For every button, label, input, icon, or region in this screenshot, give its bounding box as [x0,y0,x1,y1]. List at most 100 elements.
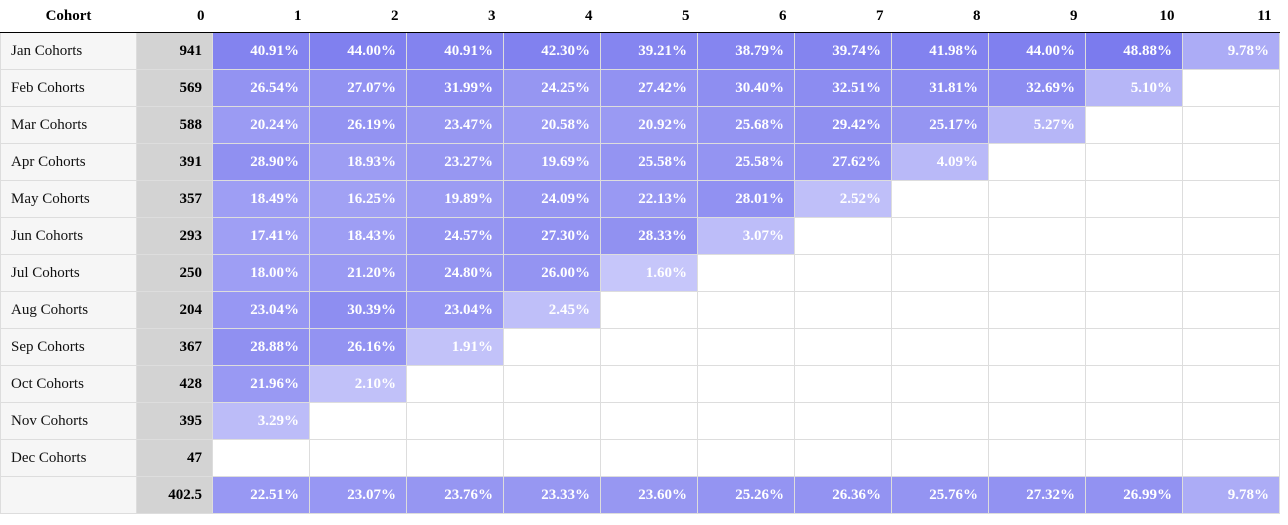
cohort-size: 250 [136,254,213,292]
empty-cell [1085,217,1183,255]
retention-cell: 27.32% [988,476,1086,514]
empty-cell [1182,106,1280,144]
retention-cell: 19.89% [406,180,504,218]
empty-cell [1182,291,1280,329]
cohort-row: May Cohorts 357 18.49% 16.25% 19.89% 24.09% 22… [0,180,1280,218]
header-period-0: 0 [136,0,213,33]
cohort-size: 293 [136,217,213,255]
empty-cell [503,328,601,366]
retention-cell: 2.52% [794,180,892,218]
header-period-9: 9 [988,0,1086,33]
empty-cell [1085,106,1183,144]
retention-cell: 31.81% [891,69,989,107]
empty-cell [988,254,1086,292]
header-period-6: 6 [697,0,795,33]
empty-cell [600,328,698,366]
empty-cell [1182,217,1280,255]
empty-cell [794,365,892,403]
header-period-2: 2 [309,0,407,33]
empty-cell [697,254,795,292]
retention-cell: 26.00% [503,254,601,292]
cohort-label: Apr Cohorts [0,143,137,181]
retention-cell: 23.07% [309,476,407,514]
cohort-label: May Cohorts [0,180,137,218]
retention-cell: 2.45% [503,291,601,329]
empty-cell [891,365,989,403]
empty-cell [697,402,795,440]
retention-cell: 39.21% [600,32,698,70]
empty-cell [1182,254,1280,292]
empty-cell [1085,402,1183,440]
retention-cell: 22.51% [212,476,310,514]
retention-cell: 26.99% [1085,476,1183,514]
empty-cell [1182,180,1280,218]
empty-cell [1085,365,1183,403]
retention-cell: 19.69% [503,143,601,181]
retention-cell: 31.99% [406,69,504,107]
retention-cell: 1.60% [600,254,698,292]
header-period-10: 10 [1085,0,1183,33]
retention-cell: 30.40% [697,69,795,107]
retention-cell: 28.88% [212,328,310,366]
retention-cell: 25.58% [600,143,698,181]
retention-cell: 26.36% [794,476,892,514]
retention-cell: 25.68% [697,106,795,144]
cohort-row: Feb Cohorts 569 26.54% 27.07% 31.99% 24.25% 27… [0,69,1280,107]
cohort-label: Oct Cohorts [0,365,137,403]
cohort-size: 402.5 [136,476,213,514]
empty-cell [600,439,698,477]
empty-cell [891,180,989,218]
retention-cell: 4.09% [891,143,989,181]
retention-cell: 18.93% [309,143,407,181]
cohort-row: Jan Cohorts 941 40.91% 44.00% 40.91% 42.30% 39… [0,32,1280,70]
cohort-size: 204 [136,291,213,329]
cohort-label: Jan Cohorts [0,32,137,70]
cohort-label [0,476,137,514]
empty-cell [891,291,989,329]
retention-cell: 17.41% [212,217,310,255]
cohort-label: Nov Cohorts [0,402,137,440]
retention-cell: 41.98% [891,32,989,70]
retention-cell: 26.16% [309,328,407,366]
empty-cell [1182,328,1280,366]
empty-cell [794,217,892,255]
empty-cell [794,328,892,366]
empty-cell [1085,328,1183,366]
cohort-label: Sep Cohorts [0,328,137,366]
retention-cell: 23.76% [406,476,504,514]
retention-cell: 23.04% [406,291,504,329]
header-period-3: 3 [406,0,504,33]
retention-cell: 21.20% [309,254,407,292]
retention-cell: 16.25% [309,180,407,218]
empty-cell [988,291,1086,329]
retention-cell: 27.62% [794,143,892,181]
empty-cell [988,328,1086,366]
retention-cell: 25.76% [891,476,989,514]
retention-cell: 24.09% [503,180,601,218]
empty-cell [891,217,989,255]
retention-cell: 25.17% [891,106,989,144]
retention-cell: 40.91% [212,32,310,70]
retention-cell: 25.26% [697,476,795,514]
retention-cell: 18.49% [212,180,310,218]
retention-cell: 24.57% [406,217,504,255]
empty-cell [503,402,601,440]
empty-cell [1182,69,1280,107]
cohort-size: 569 [136,69,213,107]
empty-cell [1182,143,1280,181]
retention-cell: 3.29% [212,402,310,440]
empty-cell [1182,402,1280,440]
cohort-size: 47 [136,439,213,477]
retention-cell: 5.27% [988,106,1086,144]
empty-cell [1085,291,1183,329]
header-period-11: 11 [1182,0,1280,33]
cohort-size: 941 [136,32,213,70]
retention-cell: 23.04% [212,291,310,329]
cohort-label: Dec Cohorts [0,439,137,477]
retention-cell: 20.24% [212,106,310,144]
empty-cell [794,291,892,329]
empty-cell [988,365,1086,403]
empty-cell [1085,439,1183,477]
retention-cell: 28.33% [600,217,698,255]
retention-cell: 44.00% [988,32,1086,70]
